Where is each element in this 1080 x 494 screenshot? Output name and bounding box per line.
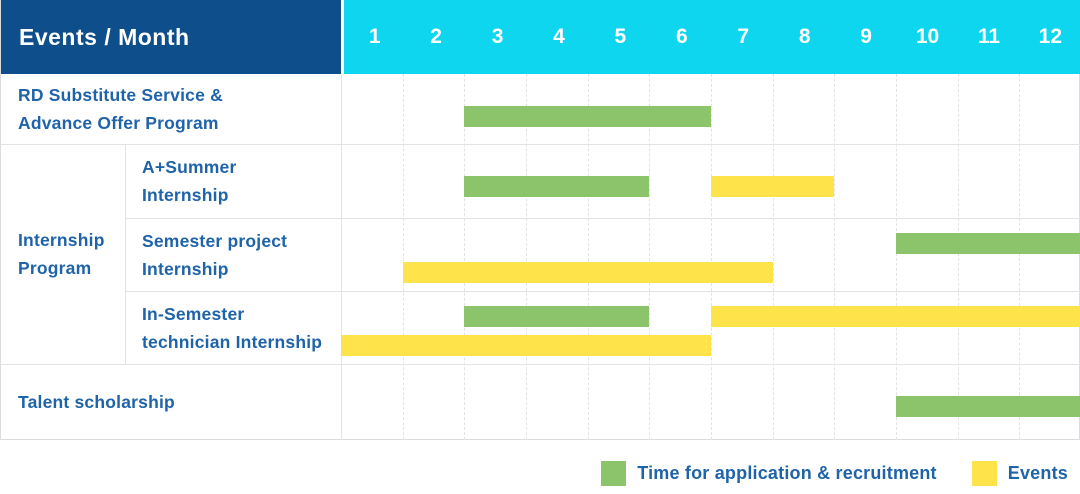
label-line: Semester project	[142, 230, 288, 251]
row-label-a-plus-summer-internship: A+Summer Internship	[125, 144, 341, 218]
bar-row-rd-substitute	[341, 74, 1080, 144]
label-line: Internship	[142, 185, 229, 205]
sub-column-divider	[125, 144, 126, 364]
label-line: technician Internship	[142, 331, 323, 352]
label-line: In-Semester	[142, 303, 245, 324]
month-header-6: 6	[675, 25, 688, 48]
row-label-rd-substitute: RD Substitute Service & Advance Offer Pr…	[1, 74, 341, 144]
month-header-4: 4	[553, 25, 565, 48]
month-gridlines	[341, 74, 1080, 440]
events-month-label: Events / Month	[19, 23, 190, 50]
month-header-2: 2	[430, 25, 442, 48]
gantt-bar-event	[341, 335, 711, 356]
month-gridline	[711, 74, 712, 440]
bar-row-in-semester-technician	[341, 291, 1080, 364]
month-gridline	[526, 74, 527, 440]
month-gridline	[587, 74, 589, 440]
gantt-bar-event	[402, 262, 773, 283]
month-gridline	[402, 74, 404, 440]
month-header-row: 1 2 3 4 5 6 7 8 9 10 11 12	[344, 0, 1080, 74]
month-gridline	[1019, 74, 1021, 440]
bar-row-talent-scholarship	[341, 364, 1080, 440]
gantt-bar-application	[464, 106, 711, 127]
label-line: Program	[18, 258, 92, 278]
legend-events-label: Events	[1007, 462, 1068, 483]
legend-events-swatch-icon	[971, 460, 997, 486]
legend-application-swatch-icon	[601, 460, 627, 486]
month-header-3: 3	[491, 25, 504, 48]
month-header-5: 5	[614, 25, 627, 48]
month-header-10: 10	[915, 25, 940, 48]
gantt-bar-event	[711, 306, 1080, 327]
legend: Time for application & recruitment Event…	[601, 458, 1068, 488]
month-header-11: 11	[977, 25, 1001, 48]
month-gridline	[834, 74, 836, 440]
label-line: Talent scholarship	[18, 392, 175, 412]
row-label-talent-scholarship: Talent scholarship	[1, 364, 341, 440]
label-line: Internship	[142, 258, 229, 279]
row-label-in-semester-technician-internship: In-Semester technician Internship	[125, 291, 341, 364]
group-label-internship-program: Internship Program	[1, 144, 125, 364]
row-divider	[1, 144, 1080, 145]
legend-application-label: Time for application & recruitment	[637, 462, 937, 483]
row-divider	[125, 218, 1080, 219]
month-header-1: 1	[368, 25, 381, 48]
gantt-bar-application	[896, 396, 1080, 417]
gantt-bar-application	[896, 233, 1080, 254]
table-header-title: Events / Month	[1, 0, 341, 74]
gantt-bar-application	[464, 176, 650, 197]
month-gridline	[957, 74, 959, 440]
gantt-bar-application	[464, 306, 650, 327]
month-gridline	[464, 74, 466, 440]
label-line: RD Substitute Service &	[18, 85, 223, 105]
month-gridline	[772, 74, 774, 440]
month-header-8: 8	[798, 25, 811, 48]
label-line: A+Summer	[142, 157, 237, 177]
bar-row-semester-project	[341, 218, 1080, 291]
month-gridline	[896, 74, 897, 440]
row-divider	[1, 364, 1080, 365]
month-header-12: 12	[1038, 25, 1063, 48]
row-label-semester-project-internship: Semester project Internship	[125, 218, 341, 291]
label-column-divider	[341, 74, 342, 440]
month-header-7: 7	[737, 25, 750, 48]
label-line: Advance Offer Program	[18, 113, 219, 133]
month-header-9: 9	[860, 25, 872, 48]
label-line: Internship	[18, 230, 105, 250]
events-month-table: Events / Month 1 2 3 4 5 6 7 8 9 10 11 1…	[0, 0, 1080, 440]
row-divider	[125, 291, 1080, 292]
month-gridline	[649, 74, 651, 440]
gantt-bar-event	[711, 176, 835, 197]
bar-row-a-plus-summer	[341, 144, 1080, 218]
